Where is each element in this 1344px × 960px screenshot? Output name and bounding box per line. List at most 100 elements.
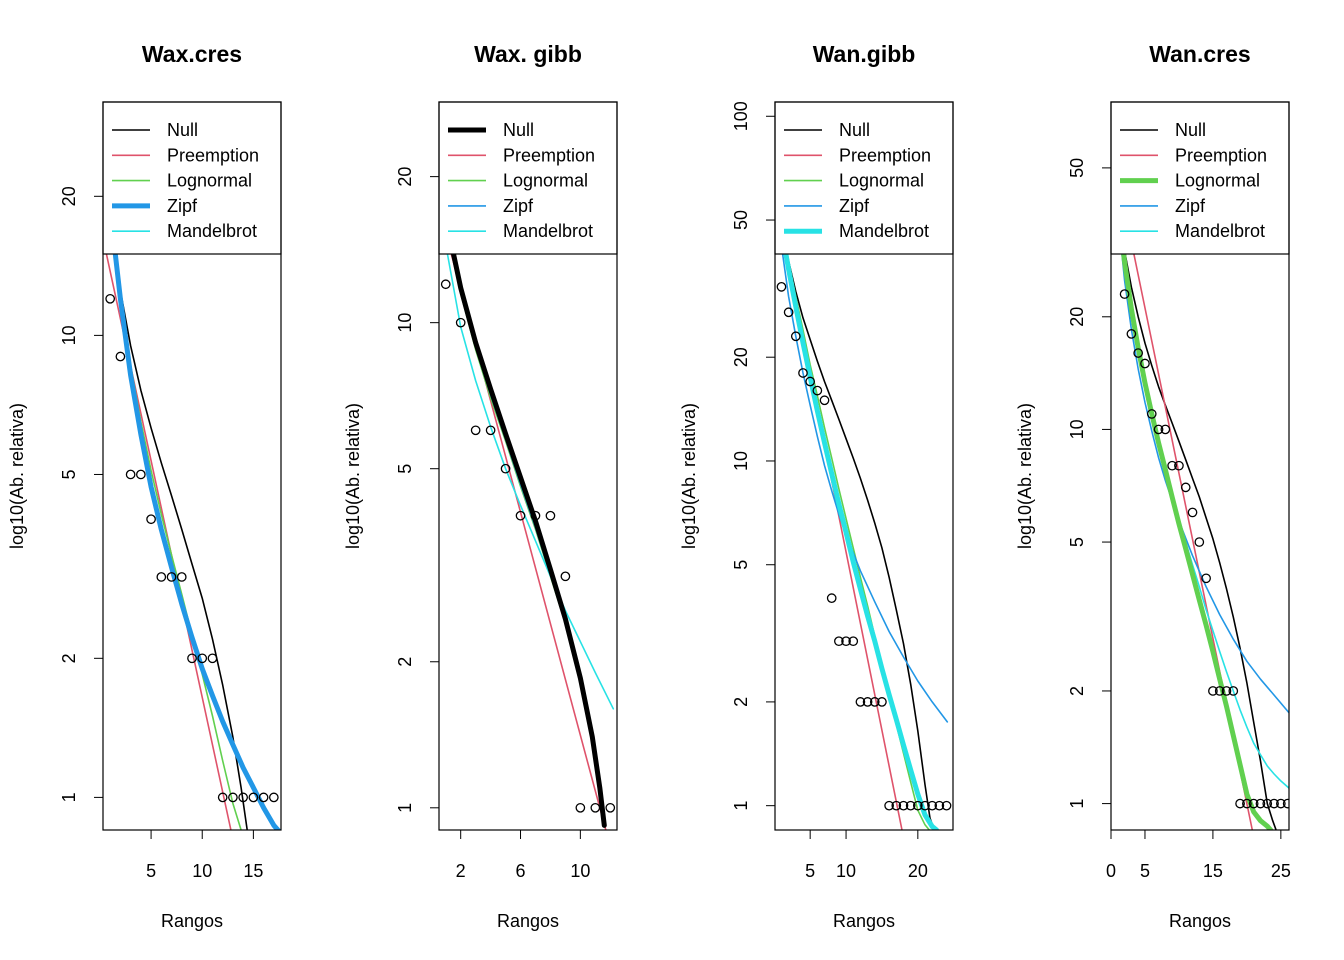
model-curves: [775, 187, 949, 830]
series-null: [775, 191, 936, 830]
data-point: [783, 307, 794, 318]
x-tick-label: 15: [1203, 861, 1223, 881]
series-null: [1112, 137, 1277, 830]
data-point: [934, 800, 945, 811]
y-tick-label: 10: [59, 325, 79, 345]
observed-points: [440, 279, 616, 813]
data-point: [841, 636, 851, 647]
series-mandelbrot: [439, 175, 615, 710]
data-point: [1201, 573, 1211, 584]
data-point: [826, 593, 837, 603]
data-point: [1214, 686, 1225, 696]
y-tick-label: 5: [1067, 537, 1087, 547]
y-axis-label: log10(Ab. relativa): [679, 403, 699, 549]
data-point: [920, 800, 930, 811]
x-tick-label: 25: [1271, 861, 1291, 881]
y-tick-label: 20: [395, 167, 415, 187]
y-tick-label: 2: [395, 657, 415, 667]
data-point: [1119, 289, 1130, 299]
y-tick-label: 100: [731, 101, 751, 131]
y-tick-label: 10: [395, 313, 415, 333]
panel-wax-cres: Wax.cres Rangos log10(Ab. relativa) 5 10 15 1 2…: [7, 41, 282, 931]
data-point: [1146, 409, 1157, 419]
series-mandelbrot: [775, 190, 939, 830]
data-point: [268, 792, 279, 803]
x-tick-label: 5: [805, 861, 815, 881]
y-tick-label: 2: [731, 697, 751, 707]
x-tick-label: 5: [1140, 861, 1150, 881]
data-point: [898, 800, 909, 811]
data-point: [1275, 798, 1286, 809]
y-tick-label: 10: [1067, 419, 1087, 439]
data-point: [136, 469, 146, 480]
y-tick-label: 50: [1067, 158, 1087, 178]
data-point: [105, 293, 116, 304]
data-point: [941, 800, 952, 811]
x-axis-label: Rangos: [833, 911, 895, 931]
data-point: [575, 802, 586, 813]
panel-wax-gibb: Wax. gibb Rangos log10(Ab. relativa) 2 6 10 1 2…: [343, 41, 618, 931]
data-point: [1255, 798, 1266, 809]
legend: Null Preemption Lognormal Zipf Mandelbrot: [774, 101, 954, 255]
x-axis-label: Rangos: [497, 911, 559, 931]
legend-label-lognormal: Lognormal: [167, 171, 252, 191]
x-tick-label: 15: [243, 861, 263, 881]
plot-frame: [1110, 101, 1290, 831]
data-point: [530, 510, 541, 521]
data-point: [819, 395, 830, 406]
legend-label-zipf: Zipf: [1175, 196, 1206, 216]
y-axis-label: log10(Ab. relativa): [1015, 403, 1035, 549]
model-curves: [103, 102, 281, 830]
x-tick-label: 10: [192, 861, 212, 881]
legend-label-mandelbrot: Mandelbrot: [503, 221, 593, 241]
x-tick-label: 10: [836, 861, 856, 881]
data-point: [1221, 686, 1232, 696]
data-point: [500, 463, 511, 474]
y-tick-label: 1: [731, 801, 751, 811]
data-point: [485, 425, 496, 436]
data-point: [590, 802, 601, 813]
legend-label-mandelbrot: Mandelbrot: [839, 221, 929, 241]
y-tick-label: 2: [1067, 686, 1087, 696]
y-tick-label: 1: [395, 803, 415, 813]
data-point: [228, 792, 238, 803]
data-point: [862, 697, 873, 707]
panel-wan-gibb: Wan.gibb Rangos log10(Ab. relativa) 5 10 20 1 2…: [679, 41, 954, 931]
series-lognormal: [1111, 135, 1274, 830]
data-point: [891, 800, 902, 811]
data-point: [790, 331, 801, 342]
data-point: [187, 653, 197, 664]
chart-title: Wan.gibb: [813, 41, 916, 67]
y-axis-label: log10(Ab. relativa): [343, 403, 363, 549]
data-point: [1235, 798, 1245, 809]
x-tick-label: 2: [456, 861, 466, 881]
y-tick-label: 5: [395, 464, 415, 474]
data-point: [848, 636, 859, 647]
data-point: [166, 572, 177, 582]
data-point: [440, 279, 451, 290]
data-point: [156, 572, 167, 582]
legend-label-mandelbrot: Mandelbrot: [167, 221, 257, 241]
legend-label-preemption: Preemption: [503, 145, 595, 165]
data-point: [1140, 358, 1150, 369]
data-point: [834, 636, 844, 647]
legend-label-null: Null: [839, 120, 870, 140]
legend-box: [774, 101, 954, 255]
legend-label-preemption: Preemption: [839, 145, 931, 165]
legend-label-lognormal: Lognormal: [503, 171, 588, 191]
x-axis-label: Rangos: [161, 911, 223, 931]
chart-title: Wan.cres: [1149, 41, 1250, 67]
data-point: [912, 800, 923, 811]
data-point: [1153, 424, 1164, 435]
legend-label-preemption: Preemption: [167, 145, 259, 165]
y-tick-label: 5: [59, 469, 79, 479]
data-point: [1126, 329, 1137, 339]
legend-label-zipf: Zipf: [167, 196, 198, 216]
data-point: [125, 469, 136, 480]
legend-label-zipf: Zipf: [839, 196, 870, 216]
y-tick-label: 2: [59, 653, 79, 663]
data-point: [812, 385, 823, 396]
data-point: [1262, 798, 1273, 809]
